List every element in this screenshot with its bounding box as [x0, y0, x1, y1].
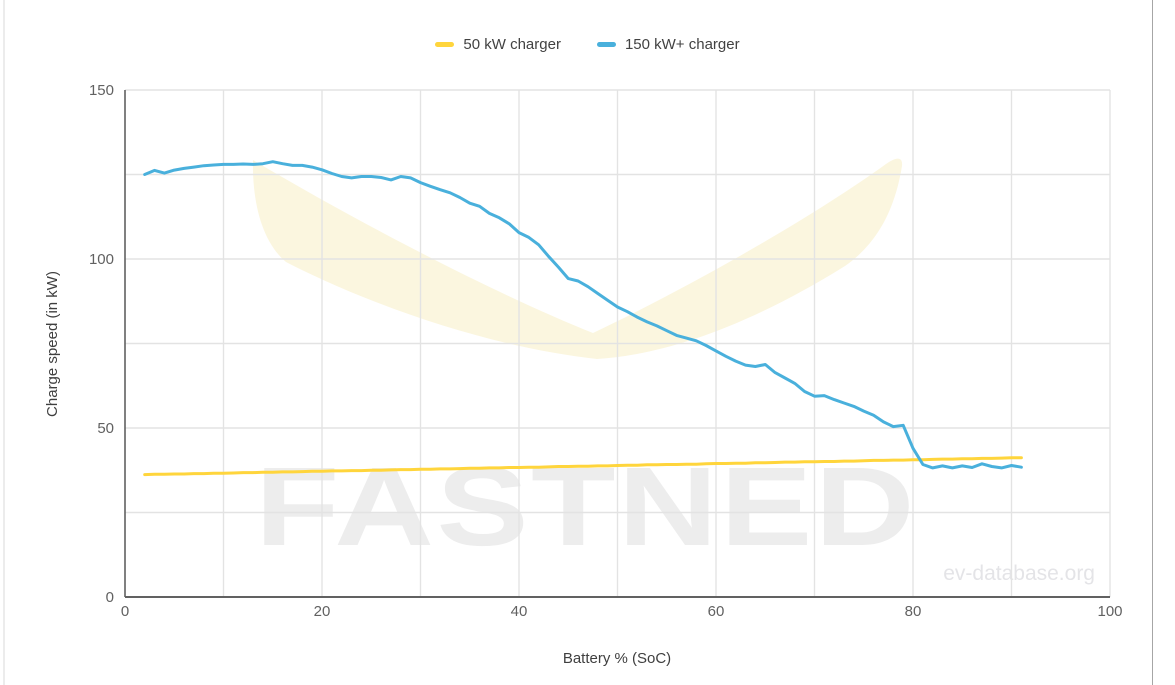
y-tick-label: 0	[106, 589, 114, 606]
y-tick-label: 150	[89, 82, 114, 99]
gridlines	[125, 89, 1111, 597]
y-tick-label: 50	[97, 420, 114, 437]
legend-swatch-yellow	[435, 42, 455, 47]
x-tick-label: 20	[314, 603, 331, 620]
ev-database-watermark: ev-database.org	[943, 562, 1095, 585]
x-tick-label: 60	[708, 603, 725, 620]
x-tick-label: 40	[511, 603, 528, 620]
legend-label-50kw: 50 kW charger	[463, 36, 561, 53]
series-line-50kw	[143, 456, 1023, 477]
axis-lines	[124, 90, 1110, 598]
tick-labels: 0 20 40 60 80 100 0 50 100 150	[89, 82, 1123, 620]
x-tick-label: 0	[121, 603, 129, 620]
page-right-border	[1152, 0, 1153, 685]
x-tick-label: 100	[1097, 603, 1122, 620]
legend-swatch-blue	[596, 42, 616, 47]
legend-item-150kw-charger: 150 kW+ charger	[596, 36, 740, 53]
chart-legend: 50 kW charger 150 kW+ charger	[0, 36, 1175, 53]
series-line-150kw	[143, 160, 1023, 470]
legend-label-150kw: 150 kW+ charger	[624, 36, 740, 53]
y-tick-label: 100	[89, 251, 114, 268]
legend-item-50kw-charger: 50 kW charger	[435, 36, 561, 53]
x-tick-label: 80	[905, 603, 922, 620]
y-axis-title: Charge speed (in kW)	[44, 271, 61, 417]
x-axis-title: Battery % (SoC)	[563, 650, 671, 667]
page-left-border	[3, 0, 5, 685]
fastned-wing-watermark	[252, 158, 903, 359]
series-lines	[143, 160, 1023, 477]
